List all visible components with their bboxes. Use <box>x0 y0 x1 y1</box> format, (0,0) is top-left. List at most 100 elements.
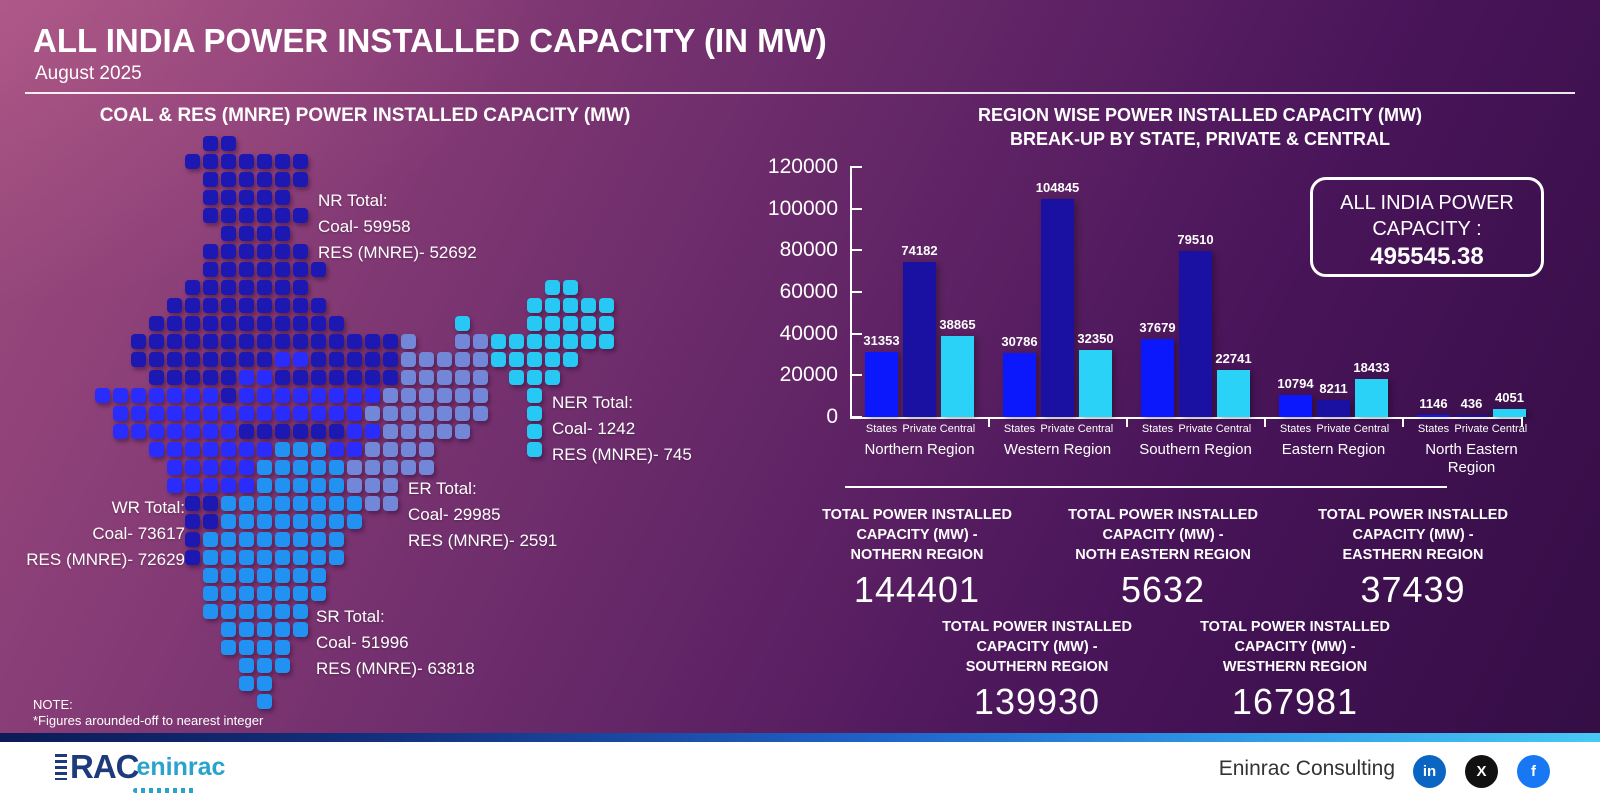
map-cell-sr <box>257 478 272 493</box>
map-cell-er <box>383 424 398 439</box>
map-cell-ner <box>581 316 596 331</box>
map-cell-ner <box>545 280 560 295</box>
map-cell-nr <box>239 298 254 313</box>
region-total-coal: Coal- 1242 <box>552 419 636 438</box>
map-cell-nr <box>203 136 218 151</box>
bar-private-group3 <box>1317 400 1350 417</box>
chart-title-line2: BREAK-UP BY STATE, PRIVATE & CENTRAL <box>1009 129 1391 149</box>
map-cell-wr <box>329 406 344 421</box>
map-cell-sr <box>293 460 308 475</box>
map-cell-er <box>437 388 452 403</box>
total-capacity-label-line: TOTAL POWER INSTALLED <box>1200 619 1390 635</box>
note: NOTE: *Figures arounded-off to nearest i… <box>33 697 263 729</box>
map-cell-ner <box>545 352 560 367</box>
bar-value-label: 22741 <box>1215 351 1252 366</box>
map-cell-nr <box>293 262 308 277</box>
map-cell-nr <box>293 370 308 385</box>
map-cell-nr <box>185 532 200 547</box>
facebook-icon[interactable]: f <box>1517 755 1550 788</box>
region-total-er: ER Total: Coal- 29985 RES (MNRE)- 2591 <box>408 476 557 554</box>
map-cell-wr <box>275 388 290 403</box>
map-cell-nr <box>221 316 236 331</box>
x-icon[interactable]: X <box>1465 755 1498 788</box>
map-cell-wr <box>131 406 146 421</box>
x-axis-category-label: Northern Region <box>864 441 975 458</box>
map-panel-title: COAL & RES (MNRE) POWER INSTALLED CAPACI… <box>99 105 631 126</box>
bar-value-label: 8211 <box>1319 381 1348 396</box>
map-cell-ner <box>527 406 542 421</box>
map-cell-er <box>365 478 380 493</box>
note-text: *Figures arounded-off to nearest integer <box>33 713 264 728</box>
map-cell-nr <box>203 352 218 367</box>
map-cell-ner <box>527 370 542 385</box>
map-cell-sr <box>329 478 344 493</box>
map-cell-sr <box>257 550 272 565</box>
bar-sub-label: Private <box>902 423 937 435</box>
bar-sub-label: Central <box>1077 423 1114 435</box>
total-capacity-label-line: NOTHERN REGION <box>850 547 984 563</box>
map-cell-nr <box>203 154 218 169</box>
total-capacity-block: TOTAL POWER INSTALLED CAPACITY (MW) - NOTH… <box>792 505 1042 611</box>
bar-value-label: 31353 <box>863 333 900 348</box>
map-cell-nr <box>311 424 326 439</box>
map-cell-sr <box>293 532 308 547</box>
map-cell-nr <box>239 334 254 349</box>
map-cell-wr <box>329 442 344 457</box>
map-cell-nr <box>185 370 200 385</box>
map-cell-wr <box>167 406 182 421</box>
map-cell-sr <box>203 532 218 547</box>
map-cell-wr <box>167 388 182 403</box>
map-cell-nr <box>221 334 236 349</box>
map-cell-wr <box>257 406 272 421</box>
map-cell-nr <box>221 370 236 385</box>
map-cell-nr <box>329 352 344 367</box>
y-axis-tick-label: 120000 <box>767 155 838 178</box>
map-cell-sr <box>221 532 236 547</box>
map-cell-wr <box>275 352 290 367</box>
map-cell-sr <box>275 622 290 637</box>
map-cell-sr <box>311 550 326 565</box>
map-cell-wr <box>239 460 254 475</box>
map-cell-er <box>401 406 416 421</box>
map-cell-er <box>383 406 398 421</box>
map-cell-nr <box>365 370 380 385</box>
map-cell-nr <box>329 316 344 331</box>
map-cell-wr <box>167 442 182 457</box>
map-cell-ner <box>599 316 614 331</box>
map-cell-ner <box>545 334 560 349</box>
map-cell-nr <box>311 370 326 385</box>
map-cell-sr <box>347 514 362 529</box>
region-total-coal: Coal- 51996 <box>316 633 409 652</box>
y-axis-tick-label: 100000 <box>767 196 838 220</box>
map-cell-sr <box>275 532 290 547</box>
map-cell-sr <box>203 550 218 565</box>
map-cell-wr <box>293 406 308 421</box>
map-cell-nr <box>167 298 182 313</box>
map-cell-er <box>383 460 398 475</box>
totals-divider <box>845 486 1447 488</box>
map-cell-er <box>401 460 416 475</box>
map-cell-wr <box>149 442 164 457</box>
total-capacity-label-line: SOUTHERN REGION <box>965 659 1109 675</box>
india-dot-map <box>95 136 655 736</box>
map-cell-er <box>419 406 434 421</box>
region-total-wr: WR Total: Coal- 73617 RES (MNRE)- 72629 <box>5 495 185 573</box>
total-capacity-value: 37439 <box>1360 569 1466 610</box>
map-cell-wr <box>365 388 380 403</box>
map-cell-wr <box>149 388 164 403</box>
map-cell-nr <box>185 352 200 367</box>
y-axis-tick-mark <box>850 166 862 168</box>
map-cell-nr <box>293 298 308 313</box>
map-cell-nr <box>257 334 272 349</box>
linkedin-icon[interactable]: in <box>1413 755 1446 788</box>
region-total-title: WR Total: <box>111 498 185 517</box>
map-cell-er <box>401 388 416 403</box>
map-cell-sr <box>221 496 236 511</box>
map-cell-nr <box>293 316 308 331</box>
bar-states-group2 <box>1141 339 1174 417</box>
bar-value-label: 1146 <box>1419 396 1448 411</box>
region-total-res: RES (MNRE)- 63818 <box>316 659 475 678</box>
map-cell-wr <box>167 460 182 475</box>
map-cell-ner <box>563 352 578 367</box>
map-cell-ner <box>581 334 596 349</box>
